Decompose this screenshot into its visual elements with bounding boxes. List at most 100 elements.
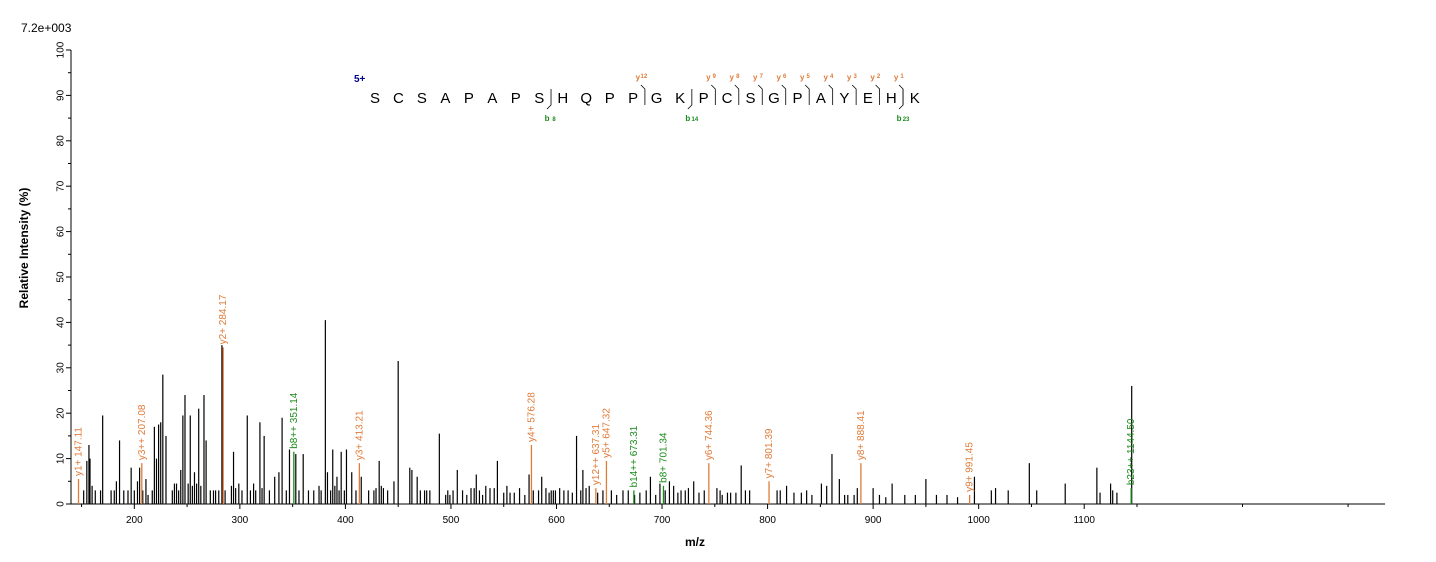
b-fragment-bracket: [546, 89, 552, 110]
sequence-residue: P: [605, 90, 615, 107]
y-fragment-label: y: [894, 73, 899, 82]
y-fragment-bracket: [640, 84, 646, 105]
y-tick-label: 60: [56, 226, 67, 238]
b-fragment-bracket: [898, 89, 904, 110]
peak-label: y1+ 147.11: [74, 427, 85, 476]
x-tick-label: 600: [548, 515, 565, 526]
sequence-residue: C: [722, 90, 733, 107]
peak-label: y7+ 801.39: [764, 428, 775, 478]
peak-label: y12++ 637.31: [591, 424, 602, 486]
peak-label: b8++ 351.14: [289, 392, 300, 449]
y-fragment-bracket: [828, 84, 834, 105]
peak-label: y2+ 284.17: [218, 294, 229, 344]
x-tick-label: 800: [759, 515, 776, 526]
b-fragment-number: 23: [903, 117, 910, 123]
sequence-residue: P: [792, 90, 802, 107]
y-fragment-label: y: [730, 73, 735, 82]
sequence-residue: P: [628, 90, 638, 107]
y-tick-label: 70: [56, 180, 67, 192]
sequence-residue: P: [511, 90, 521, 107]
sequence-residue: C: [393, 90, 404, 107]
peak-label: b23++ 1144.50: [1126, 418, 1137, 485]
y-fragment-label: y: [706, 73, 711, 82]
y-tick-label: 90: [56, 89, 67, 101]
y-fragment-number: 3: [853, 74, 857, 80]
sequence-residue: G: [651, 90, 663, 107]
sequence-residue: K: [675, 90, 685, 107]
sequence-residue: A: [816, 90, 826, 107]
y-tick-label: 20: [56, 407, 67, 419]
sequence-residue: P: [464, 90, 474, 107]
peak-label: b8+ 701.34: [658, 432, 669, 483]
sequence-residue: S: [417, 90, 427, 107]
x-tick-label: 200: [126, 515, 143, 526]
y-tick-label: 30: [56, 362, 67, 374]
y-tick-label: 100: [56, 41, 67, 58]
b-fragment-label: b: [545, 114, 550, 123]
y-tick-label: 10: [56, 453, 67, 465]
y-fragment-bracket: [898, 84, 904, 105]
y-fragment-label: y: [753, 73, 758, 82]
y-fragment-number: 2: [877, 74, 881, 80]
y-tick-label: 0: [56, 501, 67, 507]
sequence-residue: S: [534, 90, 544, 107]
y-fragment-number: 7: [760, 74, 764, 80]
y-fragment-number: 9: [713, 74, 717, 80]
peak-label: y3+ 413.21: [354, 410, 365, 460]
x-axis-label: m/z: [685, 535, 706, 549]
y-fragment-label: y: [847, 73, 852, 82]
b-fragment-label: b: [685, 114, 690, 123]
b-fragment-number: 8: [552, 117, 556, 123]
y-fragment-bracket: [734, 84, 740, 105]
y-fragment-bracket: [711, 84, 716, 105]
y-tick-label: 40: [56, 316, 67, 328]
sequence-residue: G: [768, 90, 780, 107]
b-fragment-label: b: [897, 114, 902, 123]
sequence-residue: K: [910, 90, 920, 107]
y-fragment-number: 4: [830, 74, 834, 80]
y-fragment-number: 6: [783, 74, 787, 80]
y-fragment-bracket: [781, 84, 787, 105]
y-fragment-number: 1: [900, 74, 904, 80]
x-tick-label: 300: [232, 515, 249, 526]
sequence-residue: Q: [580, 90, 592, 107]
y-fragment-bracket: [851, 84, 857, 105]
y-tick-label: 80: [56, 135, 67, 147]
peak-label: y5+ 647.32: [601, 408, 612, 458]
peak-label: y3++ 207.08: [137, 404, 148, 460]
y-tick-label: 50: [56, 271, 67, 283]
peak-label: y8+ 888.41: [856, 410, 867, 460]
charge-state: 5+: [354, 74, 366, 85]
sequence-residue: P: [699, 90, 709, 107]
peak-label: y9+ 991.45: [965, 442, 976, 492]
x-tick-label: 1000: [968, 515, 991, 526]
sequence-residue: A: [487, 90, 497, 107]
y-fragment-number: 5: [807, 74, 811, 80]
b-fragment-number: 14: [692, 117, 699, 123]
sequence-residue: S: [370, 90, 380, 107]
y-fragment-label: y: [870, 73, 875, 82]
x-tick-label: 900: [865, 515, 882, 526]
peak-label: b14++ 673.31: [629, 425, 640, 487]
y-fragment-label: y: [776, 73, 781, 82]
y-fragment-label: y: [800, 73, 805, 82]
sequence-residue: H: [557, 90, 568, 107]
b-fragment-bracket: [687, 89, 693, 110]
sequence-residue: E: [863, 90, 873, 107]
y-fragment-label: y: [823, 73, 828, 82]
y-fragment-number: 12: [641, 74, 648, 80]
y-fragment-bracket: [804, 84, 810, 105]
x-tick-label: 700: [654, 515, 671, 526]
peak-label: y4+ 576.28: [526, 392, 537, 442]
x-tick-label: 500: [443, 515, 460, 526]
y-fragment-label: y: [636, 73, 641, 82]
y-fragment-bracket: [875, 84, 881, 105]
x-tick-label: 1100: [1073, 515, 1095, 526]
sequence-residue: A: [440, 90, 450, 107]
y-fragment-bracket: [757, 84, 763, 105]
sequence-residue: S: [746, 90, 756, 107]
sequence-residue: H: [886, 90, 897, 107]
sequence-residue: Y: [839, 90, 849, 107]
peak-label: y6+ 744.36: [704, 410, 715, 460]
